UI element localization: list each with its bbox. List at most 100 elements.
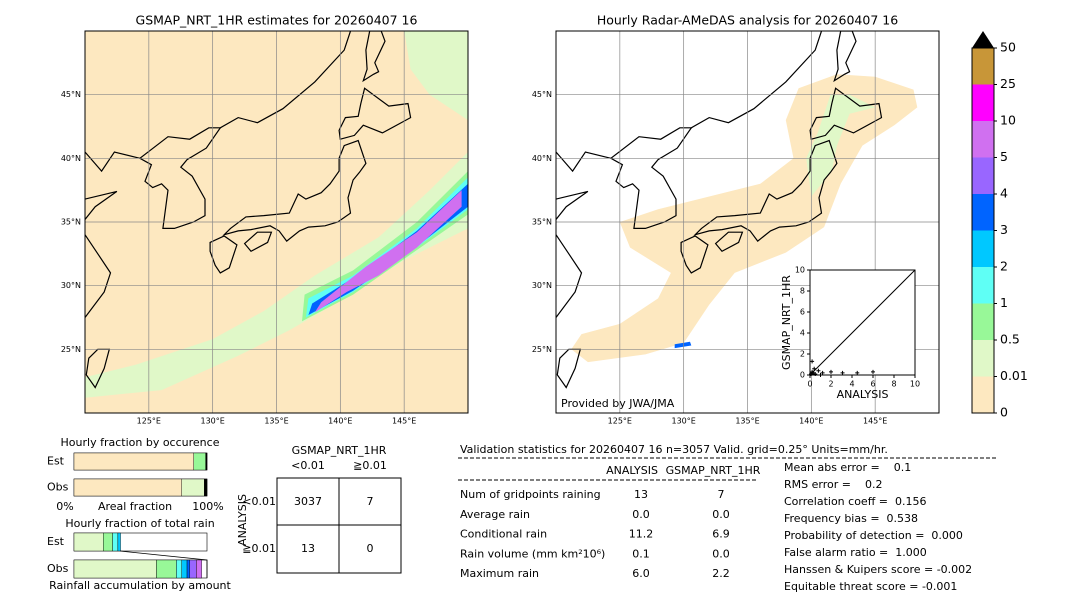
- bar-segment: [73, 478, 182, 497]
- colorbar-segment: [972, 230, 994, 267]
- coastline: [85, 234, 112, 318]
- lon-label: 125°E: [137, 417, 161, 426]
- coastline: [220, 31, 352, 129]
- panel-title: Hourly fraction by occurence: [61, 436, 220, 449]
- stat-label: Rain volume (mm km²10⁶): [460, 547, 605, 560]
- stat-value: 6.0: [632, 567, 650, 580]
- coastline: [714, 231, 744, 253]
- scatter-point: [816, 368, 821, 373]
- stat-value: 0.1: [632, 547, 650, 560]
- x-label: Rainfall accumulation by amount: [49, 579, 231, 592]
- bar-segment: [204, 478, 208, 497]
- coastline: [362, 31, 386, 83]
- accumulation-link: [119, 550, 208, 578]
- lat-label: 40°N: [532, 154, 552, 163]
- col-header: GSMAP_NRT_1HR: [666, 464, 761, 477]
- bar-segment: [186, 559, 190, 579]
- coastline: [222, 139, 367, 242]
- lat-label: 30°N: [61, 281, 81, 290]
- bar-segment: [156, 559, 177, 579]
- y-axis-label: GSMAP_NRT_1HR: [780, 275, 793, 370]
- bar-segment: [181, 559, 188, 579]
- bar-segment: [117, 532, 121, 552]
- scatter-point: [812, 366, 817, 371]
- scatter-point: [811, 370, 816, 375]
- map-title: Hourly Radar-AMeDAS analysis for 2026040…: [597, 13, 898, 28]
- row-header: <0.01: [242, 495, 276, 508]
- coastline: [85, 151, 141, 173]
- score: Correlation coeff = 0.156: [784, 495, 926, 508]
- bar-segment: [176, 559, 182, 579]
- table-cell: 7: [367, 495, 374, 508]
- colorbar-segment: [972, 157, 994, 194]
- stat-value: 0.0: [632, 508, 650, 521]
- x-tick-label: 2: [828, 380, 833, 389]
- scatter-point: [871, 369, 875, 374]
- colorbar-segment: [972, 376, 994, 413]
- bar-segment: [112, 532, 119, 552]
- lat-label: 25°N: [61, 345, 81, 354]
- colorbar-segment: [972, 340, 994, 377]
- lon-label: 135°E: [264, 417, 288, 426]
- rain-area: [806, 94, 876, 197]
- stat-value: 13: [634, 488, 648, 501]
- colorbar-segment: [972, 303, 994, 340]
- colorbar-segment: [972, 194, 994, 231]
- table-cell: 3037: [294, 495, 322, 508]
- x-tick-label: 4: [849, 380, 854, 389]
- stat-value: 0.0: [712, 547, 730, 560]
- bar-segment: [73, 452, 194, 471]
- x-label: 100%: [192, 500, 223, 513]
- row-header: ≧0.01: [242, 542, 276, 555]
- x-axis-label: ANALYSIS: [837, 388, 889, 401]
- coastline: [833, 31, 857, 83]
- bar-segment: [73, 559, 157, 579]
- map-body: [85, 31, 468, 413]
- scatter-point: [840, 370, 845, 375]
- y-tick-label: 10: [795, 266, 805, 275]
- stat-value: 2.2: [712, 567, 730, 580]
- x-label: Areal fraction: [98, 500, 172, 513]
- col-header: <0.01: [291, 459, 325, 472]
- colorbar-segment: [972, 121, 994, 158]
- panel-title: Hourly fraction of total rain: [65, 517, 214, 530]
- coastline: [138, 127, 222, 229]
- table-title: GSMAP_NRT_1HR: [292, 444, 387, 457]
- y-tick-label: 0: [800, 371, 805, 380]
- lat-label: 45°N: [532, 90, 552, 99]
- lon-label: 140°E: [799, 417, 823, 426]
- score: Mean abs error = 0.1: [784, 461, 911, 474]
- colorbar-segment: [972, 48, 994, 85]
- coastline: [809, 87, 883, 140]
- score: RMS error = 0.2: [784, 478, 882, 491]
- diagonal: [809, 269, 916, 376]
- y-tick-label: 2: [800, 350, 805, 359]
- bar-segment: [73, 532, 104, 552]
- lon-label: 135°E: [735, 417, 759, 426]
- table-cell: 13: [301, 542, 315, 555]
- colorbar-segment: [972, 84, 994, 121]
- coastline: [693, 139, 838, 242]
- lon-label: 125°E: [608, 417, 632, 426]
- coastline: [85, 190, 118, 220]
- lon-label: 130°E: [672, 417, 696, 426]
- colorbar-extend: [972, 31, 994, 48]
- score: Frequency bias = 0.538: [784, 512, 918, 525]
- colorbar-segment: [972, 267, 994, 304]
- scatter-point: [855, 370, 860, 375]
- lat-label: 45°N: [61, 90, 81, 99]
- row-label: Obs: [47, 481, 69, 494]
- stat-value: 11.2: [629, 528, 654, 541]
- coastline: [556, 190, 589, 220]
- score: Probability of detection = 0.000: [784, 529, 963, 542]
- map-frame: [555, 30, 940, 414]
- scatter-point: [810, 359, 815, 364]
- colorbar-label: 50: [1000, 40, 1016, 55]
- colorbar-label: 1: [1000, 295, 1008, 310]
- stat-label: Num of gridpoints raining: [460, 488, 601, 501]
- row-label: Est: [47, 535, 65, 548]
- colorbar-label: 5: [1000, 149, 1008, 164]
- row-label: Est: [47, 455, 65, 468]
- bar-segment: [205, 452, 208, 471]
